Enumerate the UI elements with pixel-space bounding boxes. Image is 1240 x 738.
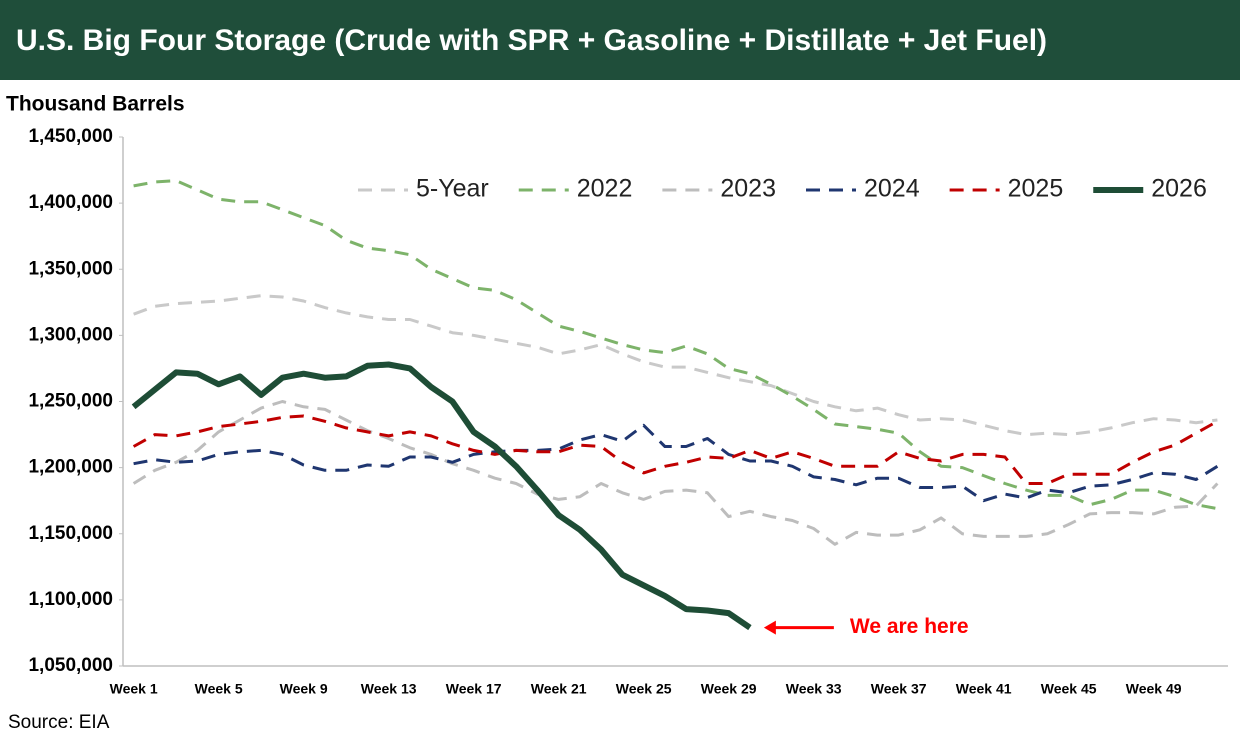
chart-title: U.S. Big Four Storage (Crude with SPR + … — [16, 24, 1047, 57]
x-tick-label: Week 49 — [1126, 681, 1182, 697]
x-tick-label: Week 25 — [616, 681, 672, 697]
x-tick-label: Week 1 — [110, 681, 158, 697]
legend-label: 2026 — [1151, 175, 1207, 203]
y-tick-label: 1,100,000 — [28, 589, 113, 610]
y-tick-label: 1,250,000 — [28, 391, 113, 412]
x-tick-label: Week 21 — [531, 681, 587, 697]
series-line — [133, 423, 1219, 503]
series-line — [131, 361, 752, 631]
x-tick-label: Week 37 — [871, 681, 927, 697]
y-tick-label: 1,150,000 — [28, 523, 113, 544]
legend-label: 2024 — [864, 175, 920, 203]
series-line — [132, 414, 1219, 485]
series-line — [132, 400, 1219, 546]
annotation-arrowhead — [763, 620, 776, 635]
title-band — [0, 0, 1240, 80]
x-tick-label: Week 33 — [786, 681, 842, 697]
source-note: Source: EIA — [8, 712, 110, 733]
y-tick-label: 1,050,000 — [28, 655, 113, 676]
legend-label: 2022 — [577, 175, 633, 203]
x-tick-label: Week 41 — [956, 681, 1012, 697]
x-tick-label: Week 5 — [195, 681, 243, 697]
x-tick-label: Week 9 — [280, 681, 328, 697]
y-tick-label: 1,300,000 — [28, 324, 113, 345]
y-tick-label: 1,450,000 — [28, 126, 113, 147]
x-tick-label: Week 45 — [1041, 681, 1097, 697]
y-tick-label: 1,400,000 — [28, 192, 113, 213]
x-tick-label: Week 13 — [361, 681, 417, 697]
legend-label: 2023 — [720, 175, 776, 203]
legend-label: 2025 — [1008, 175, 1064, 203]
y-tick-label: 1,350,000 — [28, 258, 113, 279]
y-axis-label: Thousand Barrels — [6, 93, 185, 116]
annotation: We are here — [850, 615, 969, 638]
x-tick-label: Week 17 — [446, 681, 502, 697]
legend-label: 5-Year — [416, 175, 489, 203]
x-tick-label: Week 29 — [701, 681, 757, 697]
series-line — [133, 179, 1218, 511]
y-tick-label: 1,200,000 — [28, 457, 113, 478]
series-line — [133, 294, 1218, 437]
